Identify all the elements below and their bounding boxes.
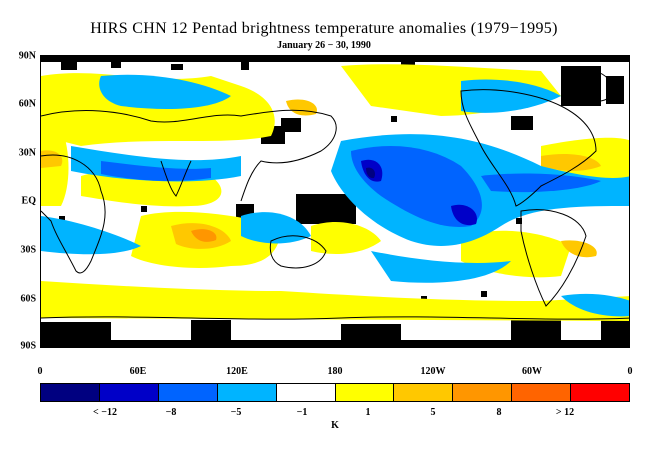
missing-data-regions [41, 56, 629, 347]
lat-label-30n: 30N [18, 147, 36, 159]
lon-label-120w: 120W [420, 366, 446, 377]
lat-label-60n: 60N [18, 98, 36, 110]
colorbar-swatch-9 [512, 384, 572, 401]
lat-label-60s: 60S [20, 293, 36, 305]
colorbar-swatch-10 [571, 384, 630, 401]
colorbar-swatch-3 [158, 384, 218, 401]
lon-label-120e: 120E [226, 366, 248, 377]
map-subtitle: January 26 − 30, 1990 [277, 40, 371, 51]
colorbar-swatch-4 [217, 384, 277, 401]
coastlines [41, 69, 629, 320]
colorbar [40, 383, 630, 402]
anomaly-map-graphic [41, 56, 629, 347]
colorbar-swatch-5 [276, 384, 336, 401]
lat-label-eq: EQ [21, 195, 36, 207]
colorbar-swatch-1 [41, 384, 100, 401]
colorbar-unit: K [331, 420, 339, 431]
colorbar-swatch-8 [453, 384, 513, 401]
colorbar-label-8: > 12 [555, 407, 575, 418]
lon-label-180: 180 [327, 366, 343, 377]
strong-cool-anomaly-regions [101, 146, 601, 227]
colorbar-label-6: 5 [430, 407, 436, 418]
lon-label-60e: 60E [129, 366, 147, 377]
colorbar-swatch-2 [99, 384, 159, 401]
colorbar-label-4: −1 [296, 407, 308, 418]
colorbar-label-5: 1 [365, 407, 371, 418]
lon-label-0: 0 [37, 366, 43, 377]
lat-label-90s: 90S [20, 340, 36, 352]
map-title: HIRS CHN 12 Pentad brightness temperatur… [90, 20, 558, 37]
lat-label-30s: 30S [20, 244, 36, 256]
colorbar-label-2: −8 [165, 407, 177, 418]
lon-label-60w: 60W [522, 366, 542, 377]
colorbar-label-3: −5 [230, 407, 242, 418]
lat-label-90n: 90N [18, 50, 36, 62]
colorbar-label-7: 8 [496, 407, 502, 418]
colorbar-label-1: < −12 [93, 407, 117, 418]
anomaly-map [40, 55, 630, 348]
colorbar-swatch-6 [335, 384, 395, 401]
lon-label-0-east: 0 [627, 366, 633, 377]
colorbar-swatch-7 [394, 384, 454, 401]
